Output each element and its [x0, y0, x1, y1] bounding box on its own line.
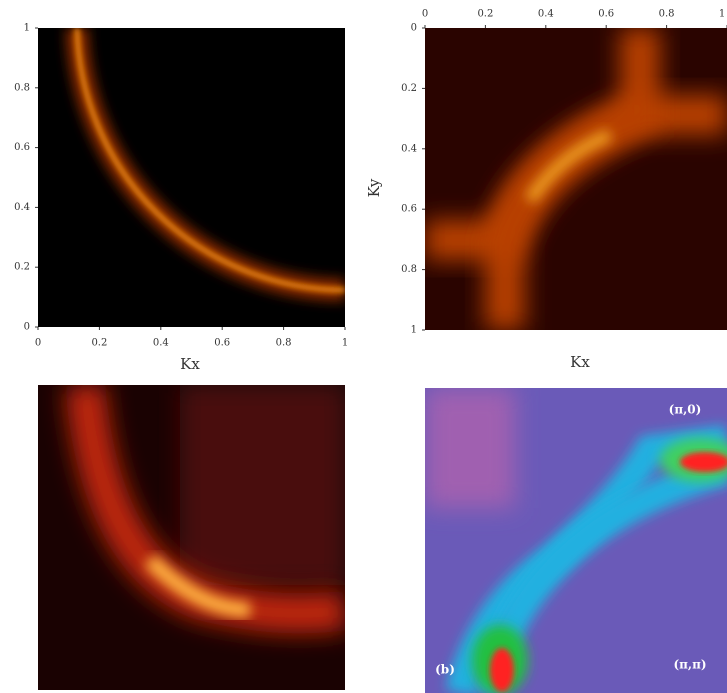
y-tick-label: 0.8: [401, 264, 417, 275]
x-axis-label: Kx: [570, 353, 590, 371]
y-tick-label: 1: [411, 325, 417, 336]
x-tick-label: 0: [35, 338, 41, 349]
y-tick-label: 0.2: [401, 83, 417, 94]
y-tick-label: 0.8: [14, 82, 30, 93]
y-tick-label: 0: [24, 322, 30, 333]
y-axis-label: Ky: [365, 178, 383, 197]
y-tick-label: 0.2: [14, 262, 30, 273]
annotation: (π,π): [673, 658, 706, 672]
heatmap-1: [38, 28, 345, 327]
image-1: [38, 385, 345, 690]
x-tick-label: 0.2: [91, 338, 107, 349]
x-tick-label: 0.4: [153, 338, 169, 349]
y-tick-label: 0: [411, 23, 417, 34]
x-tick-label: 0.6: [214, 338, 230, 349]
annotation: (π,0): [669, 403, 702, 417]
y-tick-label: 0.6: [401, 204, 417, 215]
y-tick-label: 0.4: [14, 202, 30, 213]
x-tick-label: 0.6: [598, 9, 614, 20]
image-2: (π,0) (π,π) (b): [425, 388, 727, 693]
annotation: (b): [435, 663, 455, 677]
x-tick-label: 1: [342, 338, 348, 349]
y-tick-label: 0.4: [401, 143, 417, 154]
x-tick-label: 0: [422, 9, 428, 20]
x-tick-label: 0.8: [276, 338, 292, 349]
y-tick-label: 1: [24, 23, 30, 34]
heatmap-2: [425, 28, 727, 330]
x-tick-label: 1: [719, 9, 725, 20]
x-tick-label: 0.2: [477, 9, 493, 20]
x-tick-label: 0.8: [659, 9, 675, 20]
x-axis-label: Kx: [180, 355, 200, 373]
y-tick-label: 0.6: [14, 142, 30, 153]
x-tick-label: 0.4: [538, 9, 554, 20]
